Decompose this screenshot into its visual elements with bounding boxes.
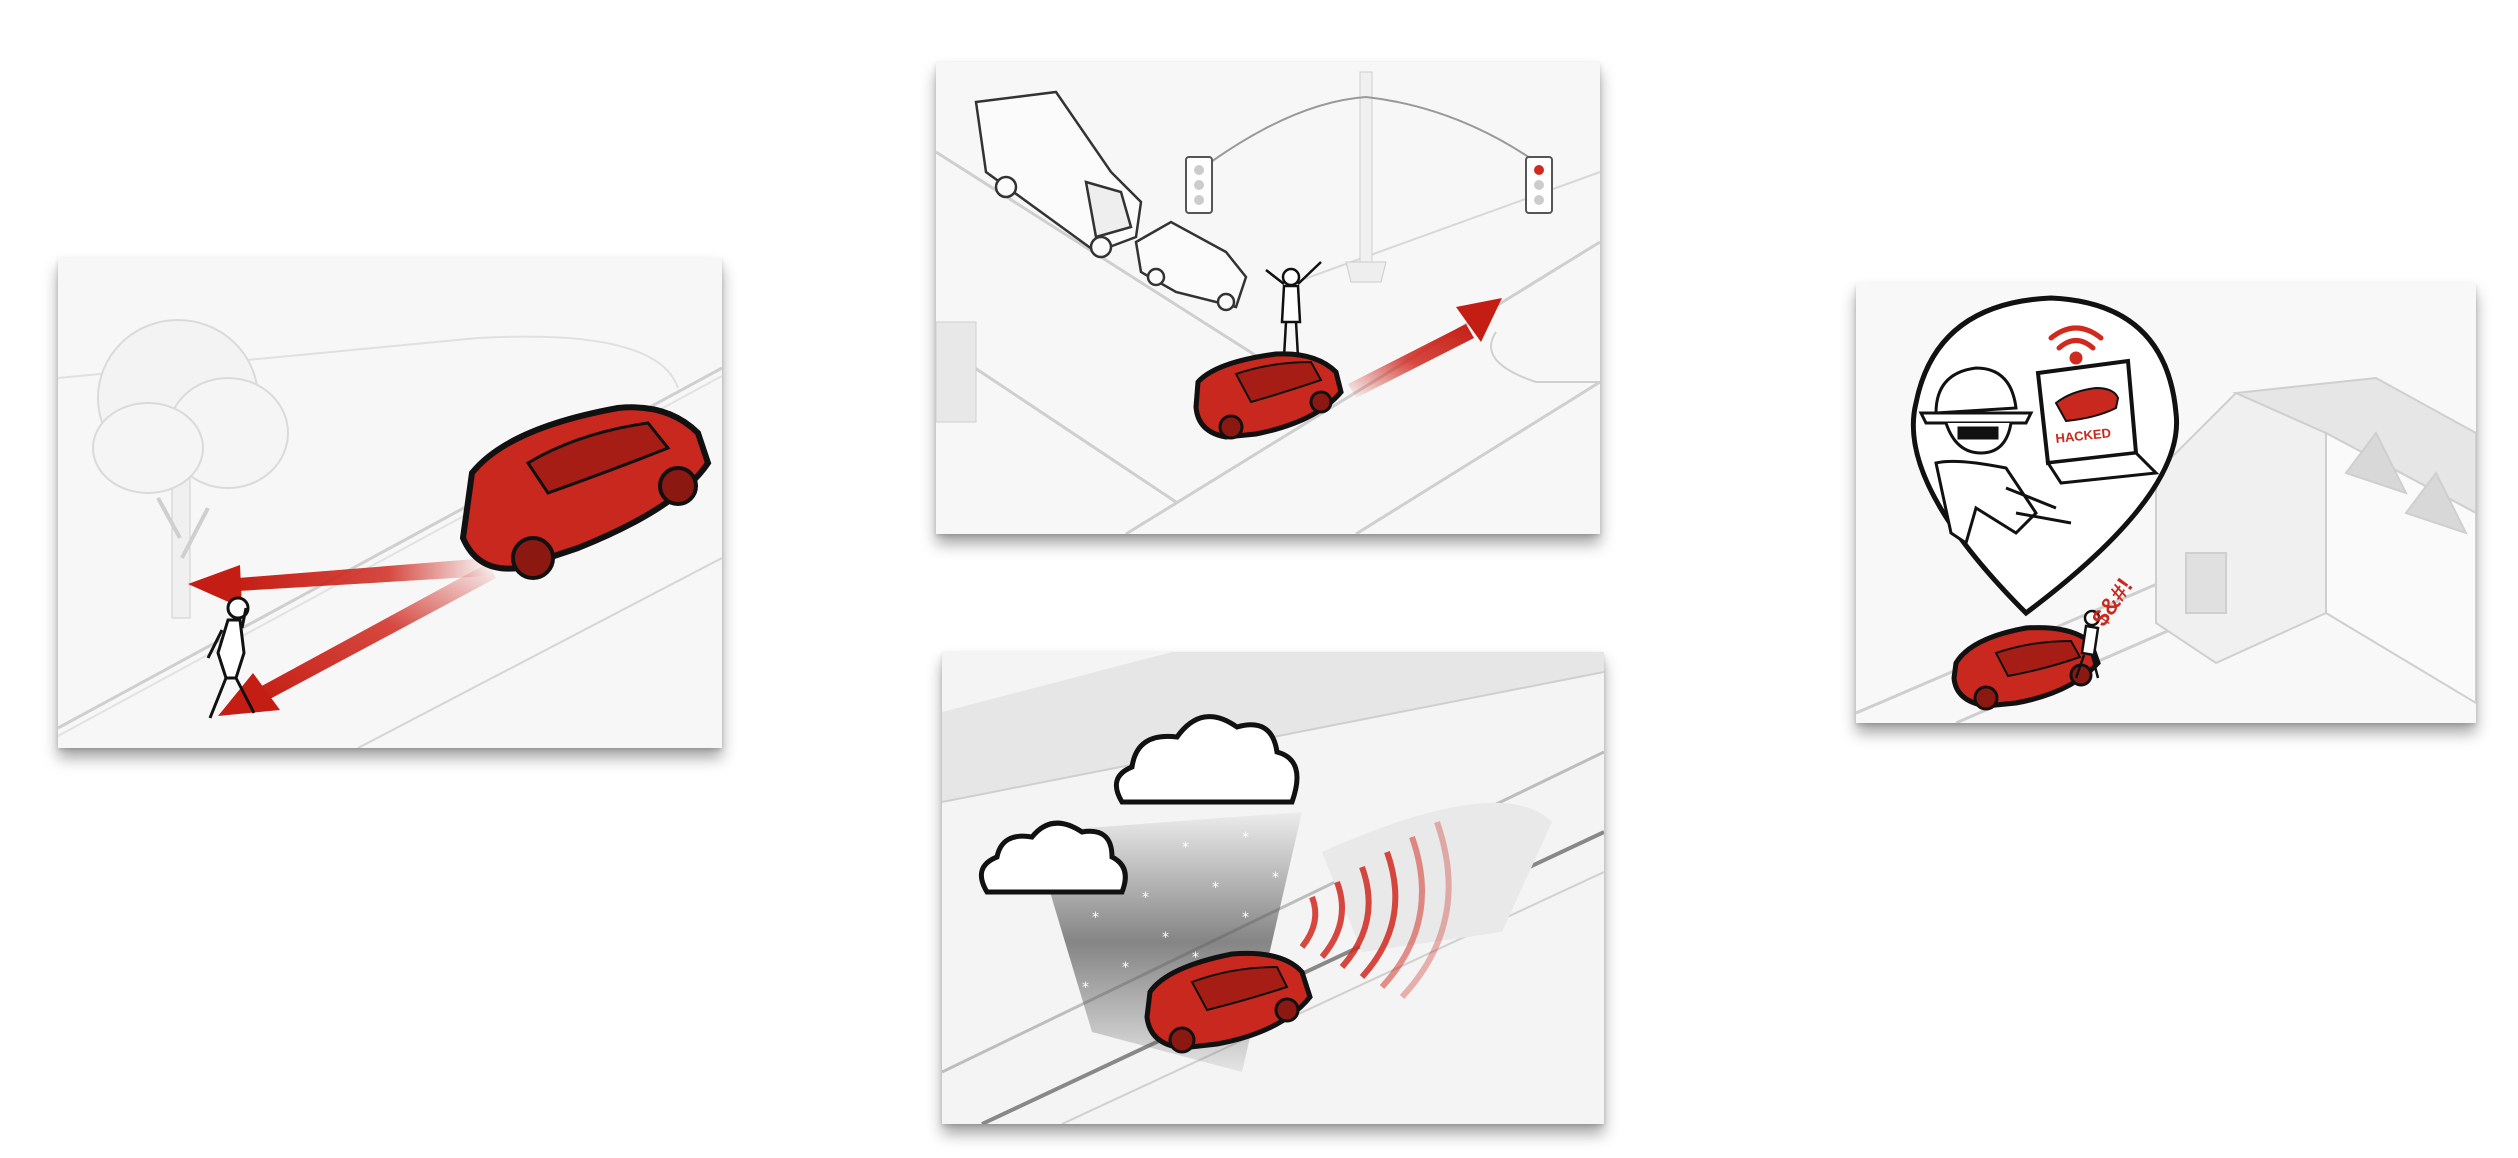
red-car-icon (1193, 351, 1344, 440)
bad-weather-illustration: *** *** *** *** ** (942, 652, 1604, 1124)
svg-text:*: * (1272, 870, 1279, 886)
arrow-through-intersection (1348, 298, 1502, 398)
hacked-label: HACKED (2055, 425, 2112, 446)
svg-text:*: * (1122, 960, 1129, 976)
person-icon (2074, 609, 2101, 679)
hacker-icon (1918, 366, 2072, 546)
cloud-icon (1113, 714, 1300, 805)
svg-text:*: * (1182, 840, 1189, 856)
wifi-icon (2048, 325, 2104, 365)
hacking-scene-panel: HACKED $&#! (1856, 283, 2476, 723)
van-icon (974, 90, 1143, 259)
bad-weather-scene-panel: *** *** *** *** ** (942, 652, 1604, 1124)
house-icon (2155, 376, 2476, 705)
svg-text:*: * (1192, 950, 1199, 966)
laptop-car-icon (2054, 386, 2120, 423)
sensor-waves (1299, 821, 1452, 1000)
traffic-light-pole-icon (1185, 71, 1553, 283)
police-officer-icon (1265, 261, 1322, 358)
laptop-icon: HACKED (2035, 358, 2160, 485)
svg-text:*: * (1082, 980, 1089, 996)
arrow-toward-tree (188, 558, 488, 608)
arrow-toward-pedestrian (218, 563, 496, 716)
red-car-icon (459, 404, 712, 580)
pedestrian-scene-illustration (58, 258, 722, 748)
red-car-icon (1951, 625, 2101, 711)
svg-text:*: * (1212, 880, 1219, 896)
police-intersection-scene-panel (936, 62, 1600, 534)
svg-text:*: * (1142, 890, 1149, 906)
gray-car-icon (1134, 220, 1248, 312)
svg-text:*: * (1162, 930, 1169, 946)
cloud-icon (978, 820, 1128, 895)
svg-text:*: * (1242, 910, 1249, 926)
red-car-icon (1144, 950, 1313, 1054)
svg-text:*: * (1092, 910, 1099, 926)
tree-icon (92, 319, 289, 619)
hacking-illustration: HACKED $&#! (1856, 283, 2476, 723)
police-intersection-illustration (936, 62, 1600, 534)
pedestrian-scene-panel (58, 258, 722, 748)
pedestrian-icon (206, 596, 256, 719)
svg-text:*: * (1242, 830, 1249, 846)
